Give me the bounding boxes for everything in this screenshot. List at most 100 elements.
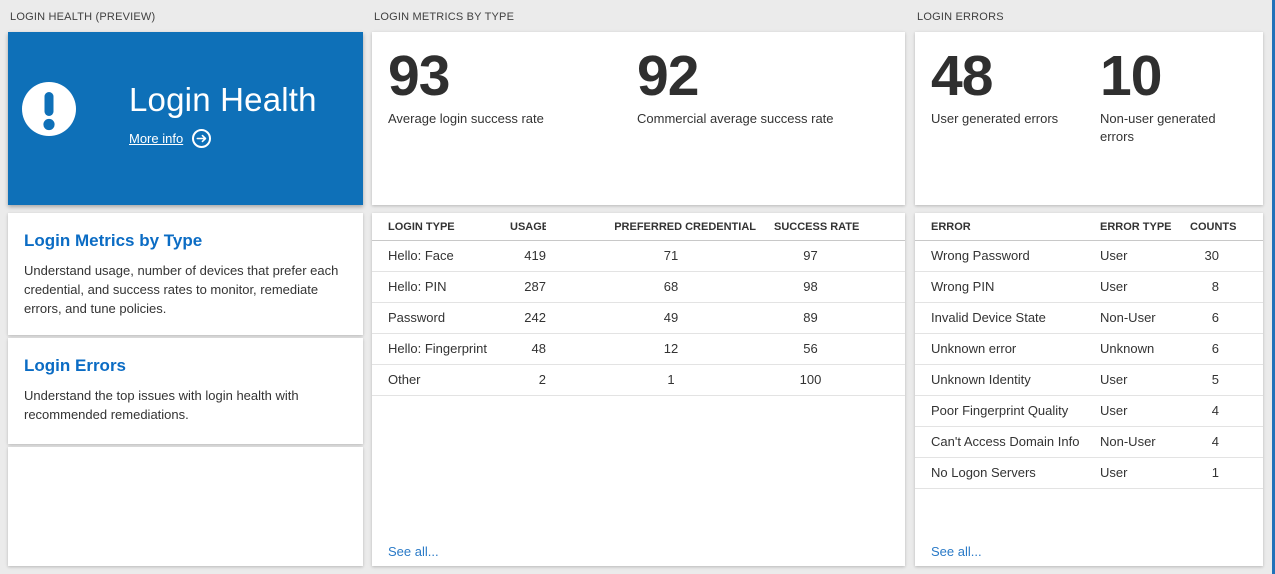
stat-commercial-average-success-rate: 92 Commercial average success rate: [637, 46, 886, 205]
table-cell: Hello: Fingerprint: [372, 333, 510, 365]
table-row: Hello: PIN 287 68 98: [372, 271, 905, 303]
stat-value: 92: [637, 44, 699, 108]
table-cell: 1: [1190, 457, 1263, 489]
table-cell: 8: [1190, 271, 1263, 303]
table-cell: User: [1100, 240, 1190, 272]
table-cell: Poor Fingerprint Quality: [915, 395, 1100, 427]
stat-user-generated-errors: 48 User generated errors: [931, 46, 1100, 205]
nav-card-description: Understand usage, number of devices that…: [24, 263, 339, 316]
header-cell: COUNTS: [1190, 213, 1263, 241]
see-all-link-errors[interactable]: See all...: [931, 544, 982, 559]
window-right-border: [1272, 0, 1275, 574]
table-cell: 242: [510, 302, 546, 334]
nav-card-title: Login Errors: [24, 356, 127, 375]
table-row: Wrong Password User 30: [915, 240, 1263, 272]
column-login-errors: LOGIN ERRORS 48 User generated errors 10…: [915, 0, 1263, 566]
table-row: Other 2 1 100: [372, 364, 905, 396]
table-cell: 68: [546, 271, 756, 303]
login-health-hero-card[interactable]: Login Health More info: [8, 32, 363, 205]
login-errors-table: ERROR ERROR TYPE COUNTS Wrong Password U…: [915, 213, 1263, 489]
table-cell: 98: [756, 271, 905, 303]
stat-label: Commercial average success rate: [637, 111, 834, 126]
stat-label: Non-user generated errors: [1100, 111, 1216, 144]
header-cell: SUCCESS RATE: [756, 213, 905, 241]
table-cell: 48: [510, 333, 546, 365]
table-cell: Wrong Password: [915, 240, 1100, 272]
section-title-login-health: LOGIN HEALTH (PREVIEW): [10, 11, 156, 23]
table-cell: 49: [546, 302, 756, 334]
table-cell: No Logon Servers: [915, 457, 1100, 489]
header-cell: LOGIN TYPE: [372, 213, 510, 241]
table-cell: Password: [372, 302, 510, 334]
table-cell: User: [1100, 271, 1190, 303]
header-cell: USAGE: [510, 213, 546, 241]
table-cell: 6: [1190, 302, 1263, 334]
stat-value: 10: [1100, 44, 1162, 108]
table-header-row: ERROR ERROR TYPE COUNTS: [915, 213, 1263, 241]
table-row: Hello: Face 419 71 97: [372, 240, 905, 272]
table-cell: Non-User: [1100, 426, 1190, 458]
nav-card-description: Understand the top issues with login hea…: [24, 388, 299, 422]
table-cell: Wrong PIN: [915, 271, 1100, 303]
column-login-metrics: LOGIN METRICS BY TYPE 93 Average login s…: [372, 0, 905, 566]
table-cell: 56: [756, 333, 905, 365]
stat-average-login-success-rate: 93 Average login success rate: [388, 46, 637, 205]
header-cell: ERROR: [915, 213, 1100, 241]
table-cell: 71: [546, 240, 756, 272]
table-row: Password 242 49 89: [372, 302, 905, 334]
table-header-row: LOGIN TYPE USAGE PREFERRED CREDENTIAL SU…: [372, 213, 905, 241]
hero-title: Login Health: [129, 81, 317, 118]
table-cell: 6: [1190, 333, 1263, 365]
table-row: No Logon Servers User 1: [915, 457, 1263, 489]
table-row: Poor Fingerprint Quality User 4: [915, 395, 1263, 427]
table-cell: 287: [510, 271, 546, 303]
hero-text-block: Login Health More info: [129, 82, 317, 148]
table-cell: 2: [510, 364, 546, 396]
header-cell: ERROR TYPE: [1100, 213, 1190, 241]
table-cell: 89: [756, 302, 905, 334]
table-cell: 12: [546, 333, 756, 365]
table-row: Unknown Identity User 5: [915, 364, 1263, 396]
table-row: Can't Access Domain Info Non-User 4: [915, 426, 1263, 458]
nav-card-login-errors[interactable]: Login Errors Understand the top issues w…: [8, 338, 363, 444]
table-cell: Unknown Identity: [915, 364, 1100, 396]
table-cell: 4: [1190, 395, 1263, 427]
table-cell: Unknown error: [915, 333, 1100, 365]
table-cell: 419: [510, 240, 546, 272]
login-metrics-table: LOGIN TYPE USAGE PREFERRED CREDENTIAL SU…: [372, 213, 905, 396]
see-all-link-metrics[interactable]: See all...: [388, 544, 439, 559]
arrow-right-icon[interactable]: [192, 129, 212, 148]
section-title-login-errors: LOGIN ERRORS: [917, 11, 1004, 23]
table-row: Wrong PIN User 8: [915, 271, 1263, 303]
more-info-link[interactable]: More info: [129, 131, 184, 146]
exclamation-icon: [22, 82, 76, 136]
table-cell: Other: [372, 364, 510, 396]
table-cell: 97: [756, 240, 905, 272]
header-cell: PREFERRED CREDENTIAL: [546, 213, 756, 241]
table-cell: Hello: Face: [372, 240, 510, 272]
stat-value: 93: [388, 44, 450, 108]
table-cell: Can't Access Domain Info: [915, 426, 1100, 458]
table-cell: 5: [1190, 364, 1263, 396]
table-cell: 1: [546, 364, 756, 396]
table-cell: Non-User: [1100, 302, 1190, 334]
column-login-health: LOGIN HEALTH (PREVIEW) Login Health More…: [8, 0, 363, 569]
errors-stats-card: 48 User generated errors 10 Non-user gen…: [915, 32, 1263, 205]
stat-non-user-generated-errors: 10 Non-user generated errors: [1100, 46, 1248, 205]
table-cell: Invalid Device State: [915, 302, 1100, 334]
table-row: Unknown error Unknown 6: [915, 333, 1263, 365]
table-cell: Unknown: [1100, 333, 1190, 365]
table-cell: Hello: PIN: [372, 271, 510, 303]
table-cell: 4: [1190, 426, 1263, 458]
section-title-login-metrics: LOGIN METRICS BY TYPE: [374, 11, 515, 23]
errors-table-card: ERROR ERROR TYPE COUNTS Wrong Password U…: [915, 213, 1263, 566]
table-row: Invalid Device State Non-User 6: [915, 302, 1263, 334]
nav-card-empty: [8, 447, 363, 566]
table-cell: User: [1100, 395, 1190, 427]
table-cell: User: [1100, 457, 1190, 489]
metrics-stats-card: 93 Average login success rate 92 Commerc…: [372, 32, 905, 205]
table-row: Hello: Fingerprint 48 12 56: [372, 333, 905, 365]
stat-label: User generated errors: [931, 111, 1059, 126]
nav-card-title: Login Metrics by Type: [24, 231, 203, 250]
nav-card-login-metrics-by-type[interactable]: Login Metrics by Type Understand usage, …: [8, 213, 363, 335]
